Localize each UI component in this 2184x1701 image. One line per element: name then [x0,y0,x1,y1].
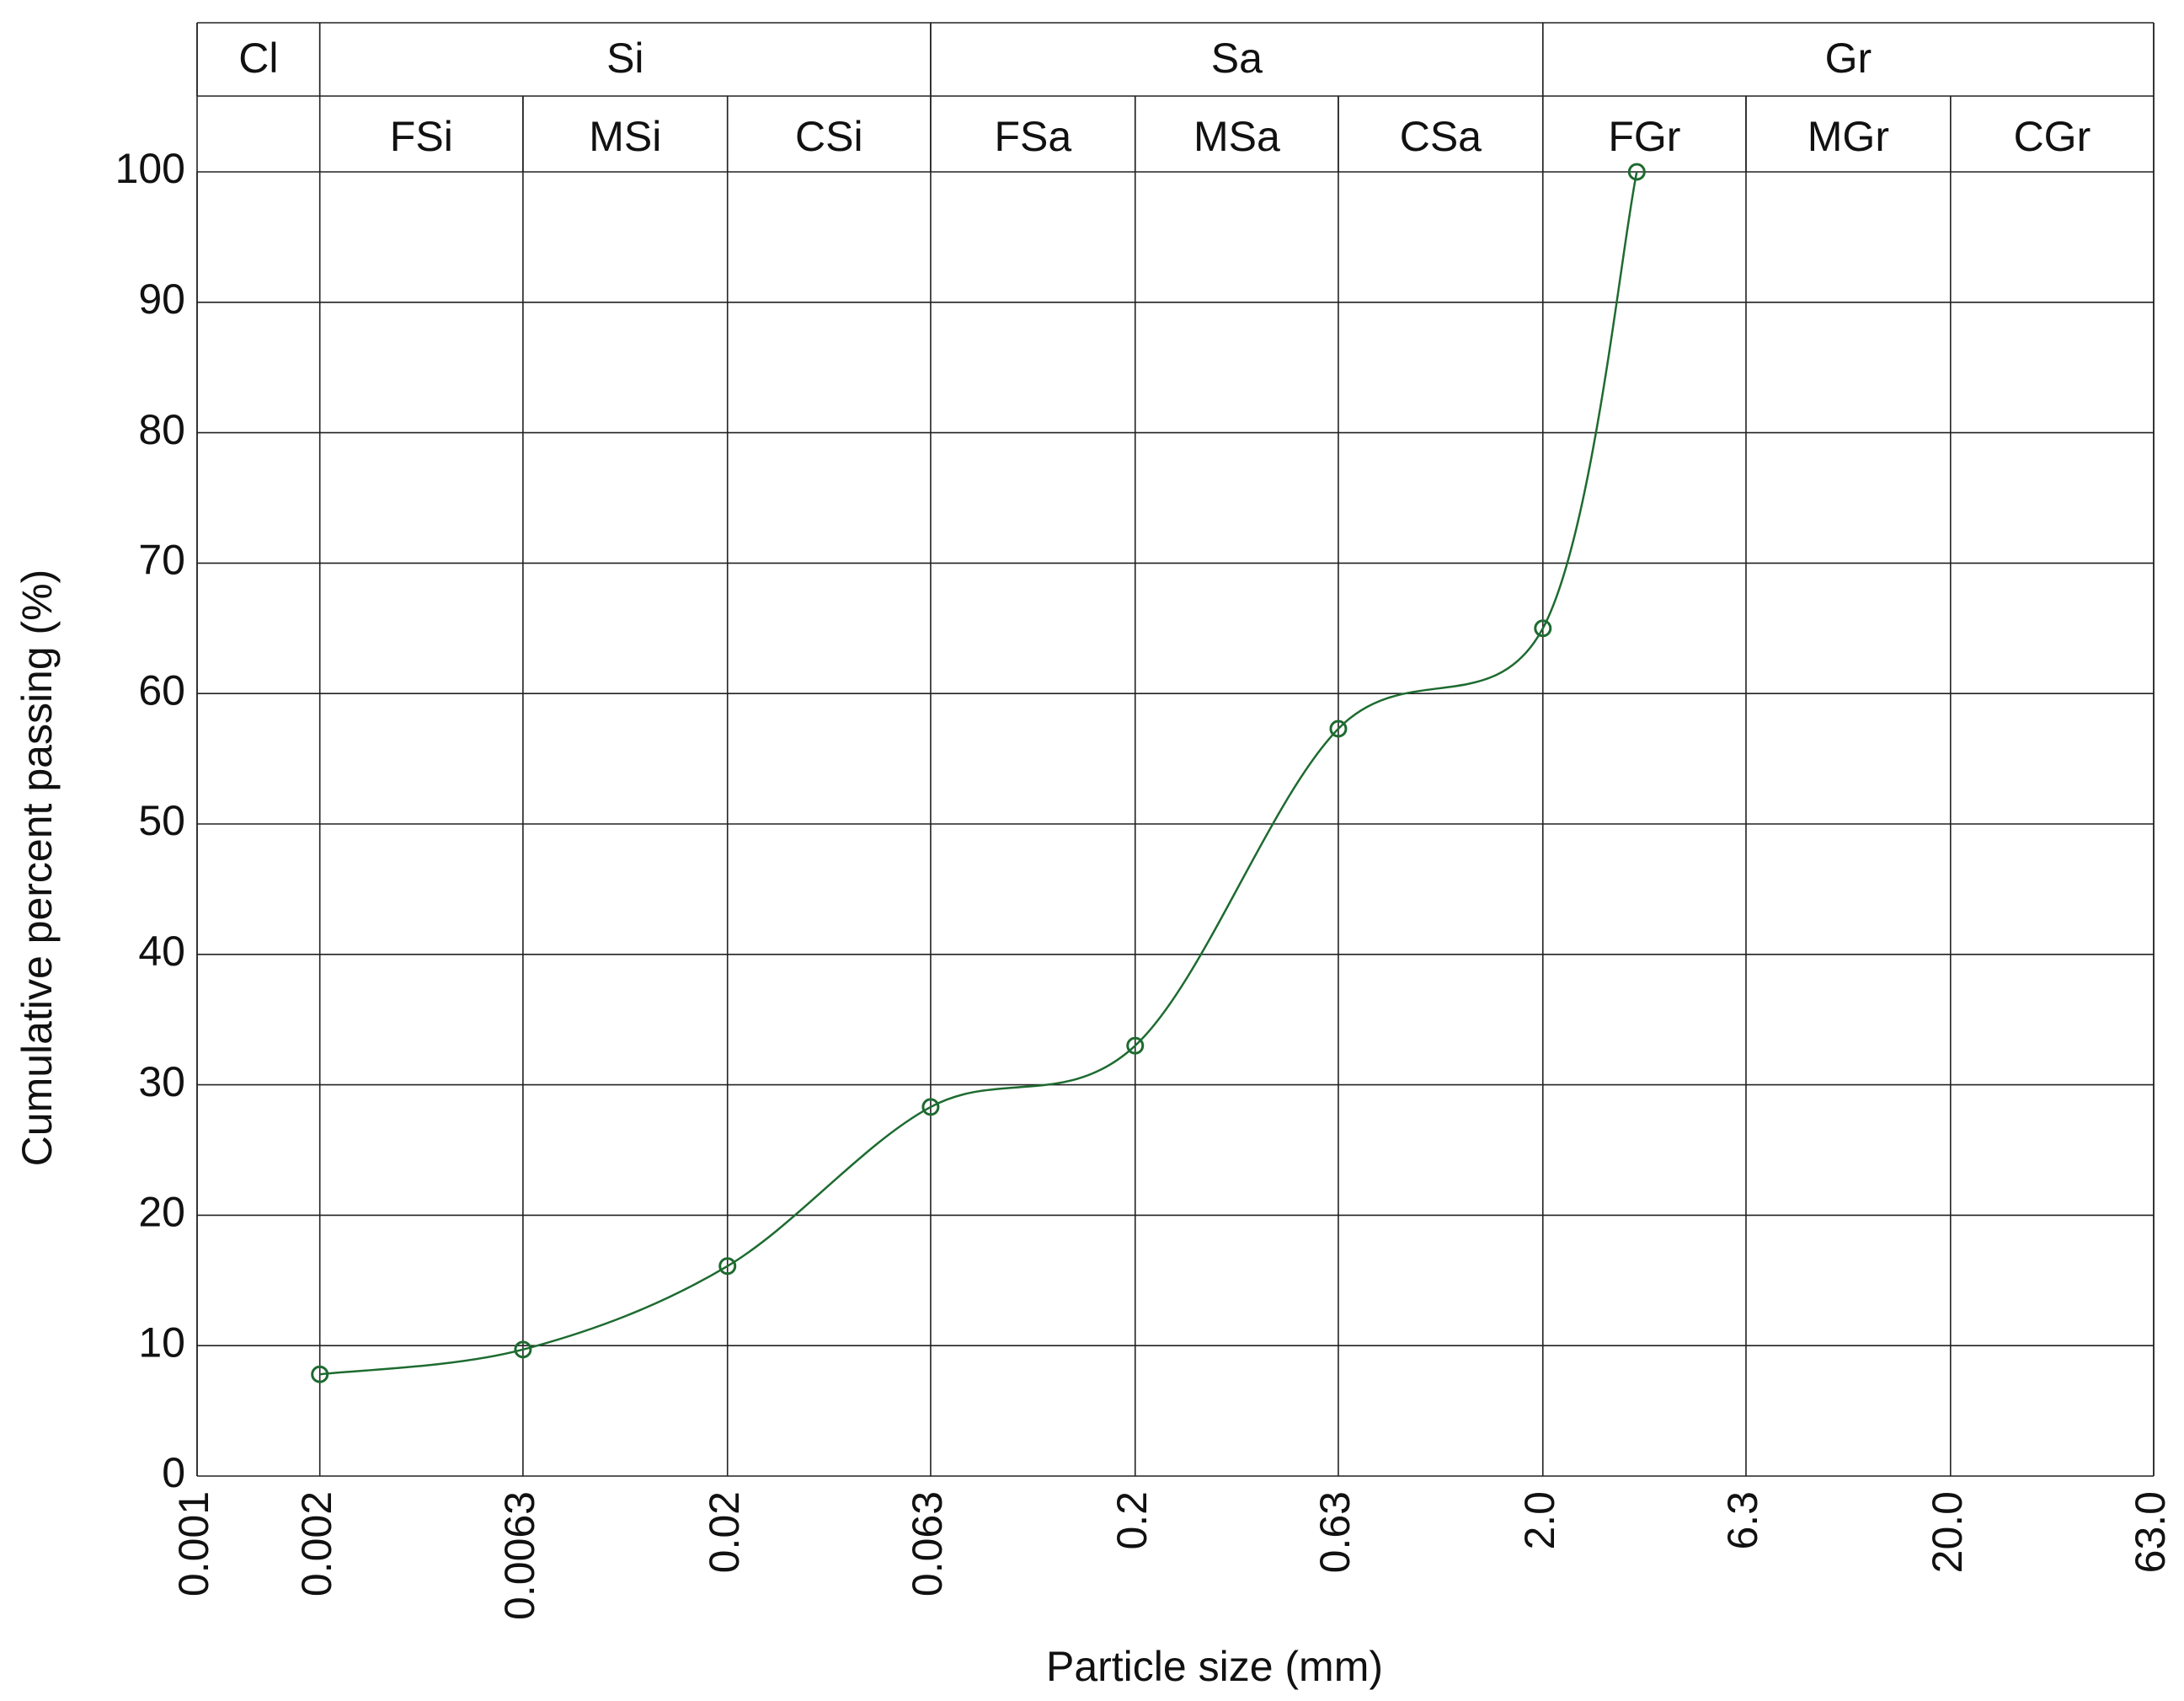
y-tick-label: 90 [138,275,185,323]
x-tick-label: 0.001 [170,1491,217,1597]
class-label: CSa [1400,113,1482,160]
x-tick-label: 2.0 [1516,1491,1563,1550]
class-label: Sa [1211,35,1263,82]
class-label: Cl [238,35,278,82]
x-tick-label: 0.0063 [496,1491,543,1620]
y-tick-label: 30 [138,1058,185,1105]
x-tick-label: 0.002 [293,1491,340,1597]
data-point [718,1257,737,1276]
data-point [1534,619,1552,638]
data-point [311,1365,329,1383]
class-label: MGr [1808,113,1889,160]
y-tick-label: 80 [138,406,185,453]
y-tick-label: 10 [138,1319,185,1366]
class-label: CGr [2014,113,2091,160]
x-tick-label: 0.02 [701,1491,748,1573]
data-line [319,171,1638,1376]
y-axis-label: Cumulative percent passing (%) [13,570,61,1167]
class-label: Si [606,35,643,82]
y-tick-label: 40 [138,928,185,975]
y-tick-label: 20 [138,1189,185,1236]
x-tick-label: 20.0 [1924,1491,1971,1573]
class-label: Gr [1825,35,1872,82]
y-tick-label: 60 [138,666,185,714]
x-tick-label: 0.2 [1108,1491,1156,1550]
data-point [1329,719,1348,738]
y-tick-label: 100 [115,145,185,192]
class-label: MSa [1193,113,1280,160]
class-label: FSi [390,113,453,160]
y-tick-label: 50 [138,797,185,844]
x-tick-label: 0.063 [904,1491,951,1597]
y-tick-label: 0 [162,1449,185,1496]
x-tick-label: 6.3 [1719,1491,1766,1550]
data-point [921,1098,940,1116]
x-axis-label: Particle size (mm) [1046,1643,1383,1690]
data-point [1627,163,1646,181]
x-tick-label: 0.63 [1311,1491,1359,1573]
class-label: CSi [795,113,863,160]
data-point [514,1340,532,1359]
class-label: MSi [589,113,661,160]
x-tick-label: 63.0 [2127,1491,2174,1573]
class-label: FSa [994,113,1071,160]
class-label: FGr [1608,113,1680,160]
data-point [1126,1036,1145,1055]
y-tick-label: 70 [138,537,185,584]
